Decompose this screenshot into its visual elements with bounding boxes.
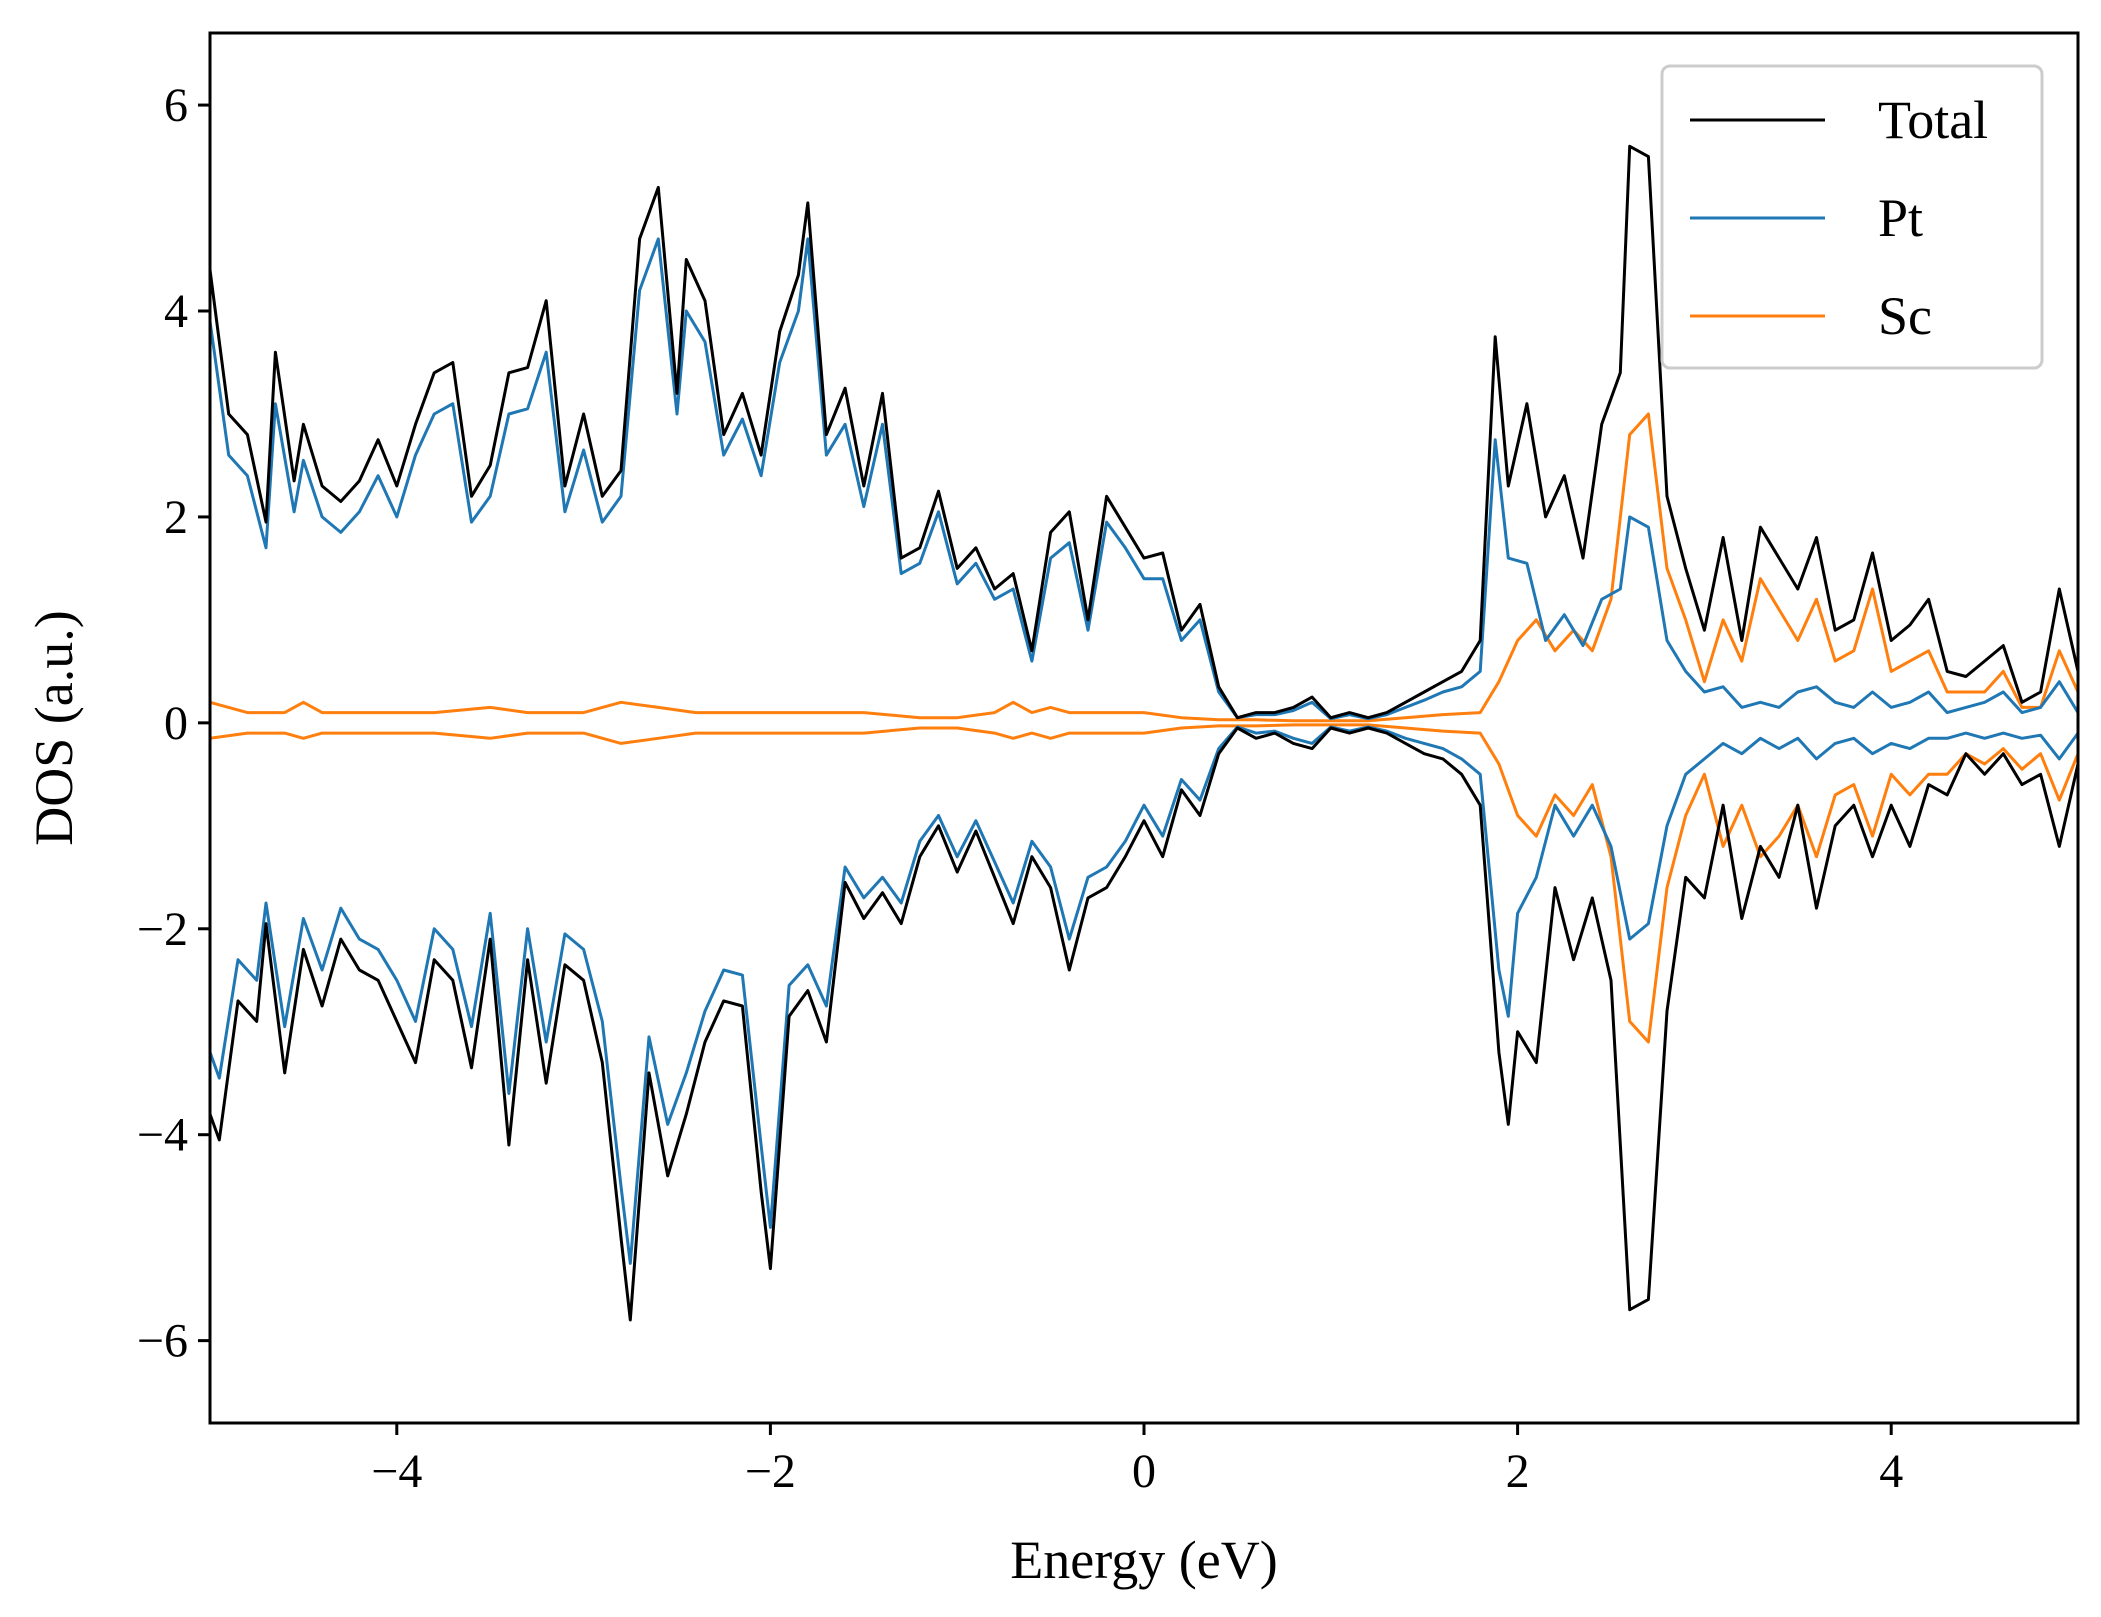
series-line-sc-down: [210, 723, 2078, 1044]
y-axis: −6 −4 −2 0 2 4 6: [137, 79, 210, 1368]
y-tick-label: 0: [164, 697, 188, 750]
legend: Total Pt Sc: [1660, 64, 2044, 370]
y-tick-label: −4: [137, 1109, 188, 1162]
y-tick-label: 2: [164, 491, 188, 544]
x-axis-label: Energy (eV): [1010, 1530, 1277, 1590]
x-tick-label: 0: [1132, 1445, 1156, 1498]
series-line-total-up: [210, 144, 2078, 720]
y-tick-label: −2: [137, 903, 188, 956]
legend-box: [1660, 64, 2044, 370]
y-axis-label: DOS (a.u.): [24, 610, 84, 845]
x-tick-label: −2: [745, 1445, 796, 1498]
y-tick-label: 4: [164, 285, 188, 338]
series-line-pt-down: [210, 725, 2078, 1265]
series-line-sc-up: [210, 412, 2078, 723]
series-layer: [210, 144, 2078, 1322]
legend-label-pt: Pt: [1878, 188, 1923, 248]
x-axis: −4 −2 0 2 4: [371, 1423, 1903, 1498]
legend-label-total: Total: [1878, 90, 1988, 150]
y-tick-label: 6: [164, 79, 188, 132]
x-tick-label: 2: [1506, 1445, 1530, 1498]
series-line-pt-up: [210, 237, 2078, 721]
legend-label-sc: Sc: [1878, 286, 1932, 346]
series-line-total-down: [210, 726, 2078, 1322]
x-tick-label: −4: [371, 1445, 422, 1498]
y-tick-label: −6: [137, 1315, 188, 1368]
x-tick-label: 4: [1879, 1445, 1903, 1498]
